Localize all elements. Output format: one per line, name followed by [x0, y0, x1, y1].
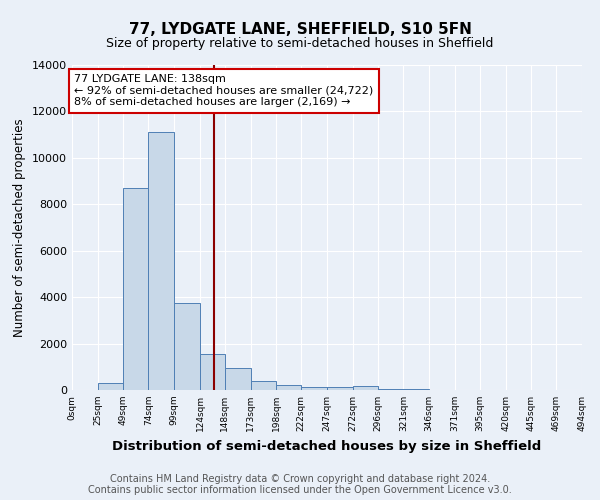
Bar	[353, 386, 377, 390]
Text: 77 LYDGATE LANE: 138sqm
← 92% of semi-detached houses are smaller (24,722)
8% of: 77 LYDGATE LANE: 138sqm ← 92% of semi-de…	[74, 74, 373, 108]
Text: Contains HM Land Registry data © Crown copyright and database right 2024.: Contains HM Land Registry data © Crown c…	[110, 474, 490, 484]
Bar	[377, 388, 403, 390]
Bar	[200, 354, 225, 390]
Bar	[174, 303, 200, 390]
Text: Contains public sector information licensed under the Open Government Licence v3: Contains public sector information licen…	[88, 485, 512, 495]
Y-axis label: Number of semi-detached properties: Number of semi-detached properties	[13, 118, 26, 337]
Bar	[98, 383, 122, 390]
Bar	[148, 132, 174, 390]
Bar	[277, 384, 301, 390]
Bar	[251, 381, 277, 390]
Bar	[225, 368, 251, 390]
X-axis label: Distribution of semi-detached houses by size in Sheffield: Distribution of semi-detached houses by …	[112, 440, 542, 452]
Bar	[327, 388, 353, 390]
Bar	[301, 387, 327, 390]
Bar	[122, 188, 148, 390]
Text: Size of property relative to semi-detached houses in Sheffield: Size of property relative to semi-detach…	[106, 38, 494, 51]
Text: 77, LYDGATE LANE, SHEFFIELD, S10 5FN: 77, LYDGATE LANE, SHEFFIELD, S10 5FN	[128, 22, 472, 38]
